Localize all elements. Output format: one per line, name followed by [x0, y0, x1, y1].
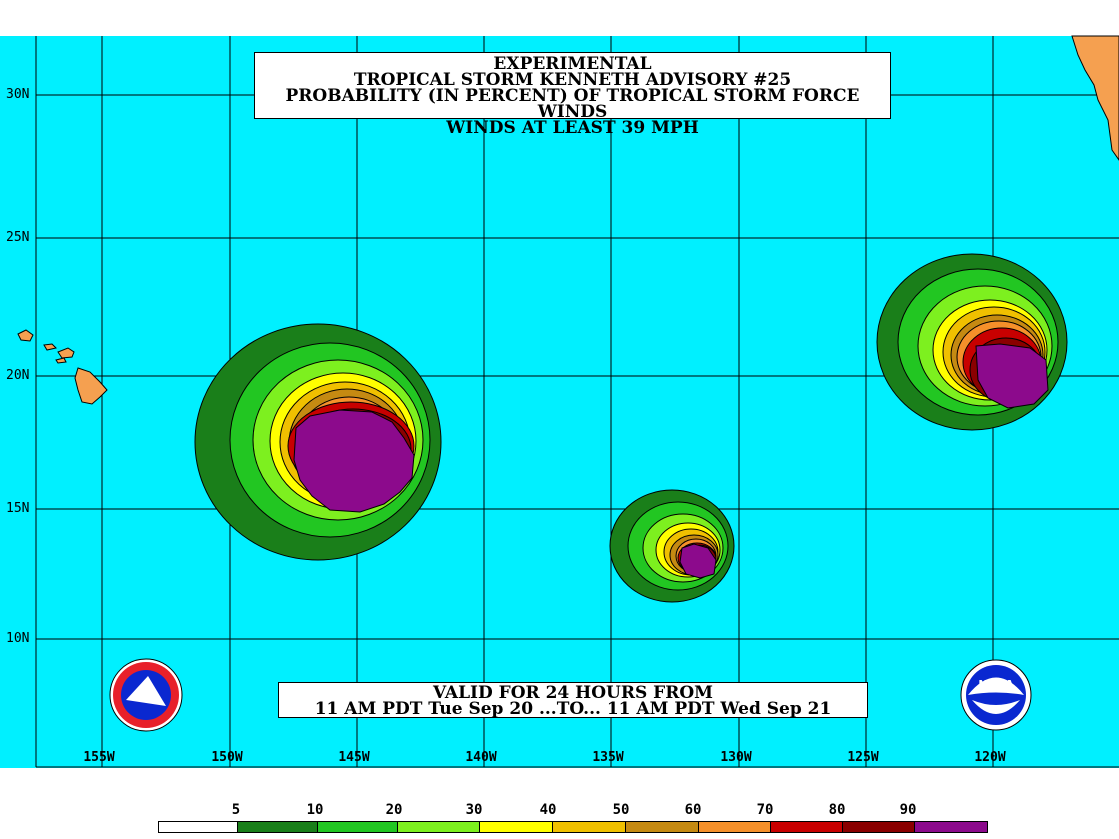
title-line-4: WINDS AT LEAST 39 MPH	[446, 118, 699, 138]
legend-swatch	[159, 822, 238, 832]
mexico-coast-land	[1071, 35, 1119, 161]
lat-label-20n: 20N	[6, 368, 30, 383]
lat-label-10n: 10N	[6, 631, 30, 646]
noaa-logo: NOAA	[960, 659, 1032, 731]
legend-label: 5	[231, 802, 241, 818]
legend-swatch	[553, 822, 626, 832]
lon-label-125w: 125W	[847, 750, 879, 765]
legend-swatch	[318, 822, 398, 832]
lat-label-25n: 25N	[6, 230, 30, 245]
storm-west-probability	[194, 323, 442, 561]
storm-east-probability	[876, 253, 1068, 431]
probability-legend-bar	[158, 821, 988, 833]
lat-label-30n: 30N	[6, 87, 30, 102]
legend-swatch	[771, 822, 843, 832]
lon-label-135w: 135W	[592, 750, 624, 765]
hawaii-islands	[17, 329, 108, 405]
legend-swatch	[398, 822, 480, 832]
legend-swatch	[238, 822, 318, 832]
title-line-3: PROBABILITY (IN PERCENT) OF TROPICAL STO…	[285, 86, 860, 122]
lat-label-15n: 15N	[6, 501, 30, 516]
lon-label-140w: 140W	[465, 750, 497, 765]
legend-label: 80	[828, 802, 846, 818]
legend-swatch	[915, 822, 987, 832]
lon-label-145w: 145W	[338, 750, 370, 765]
legend-label: 40	[539, 802, 557, 818]
nws-logo	[109, 658, 183, 732]
lon-label-130w: 130W	[720, 750, 752, 765]
lon-label-155w: 155W	[83, 750, 115, 765]
lon-label-120w: 120W	[974, 750, 1006, 765]
storm-middle-probability	[609, 489, 735, 603]
valid-line-1: VALID FOR 24 HOURS FROM	[433, 683, 713, 703]
title-line-2: TROPICAL STORM KENNETH ADVISORY #25	[353, 70, 792, 90]
svg-text:NOAA: NOAA	[978, 678, 1014, 691]
lon-label-150w: 150W	[211, 750, 243, 765]
legend-swatch	[626, 822, 699, 832]
map-title-box: EXPERIMENTAL TROPICAL STORM KENNETH ADVI…	[254, 52, 891, 137]
legend-label: 70	[756, 802, 774, 818]
title-line-1: EXPERIMENTAL	[493, 54, 652, 74]
legend-label: 20	[385, 802, 403, 818]
legend-label: 30	[465, 802, 483, 818]
valid-line-2: 11 AM PDT Tue Sep 20 ...TO... 11 AM PDT …	[314, 699, 832, 719]
legend-label: 60	[684, 802, 702, 818]
legend-label: 50	[612, 802, 630, 818]
valid-time-box: VALID FOR 24 HOURS FROM 11 AM PDT Tue Se…	[278, 682, 868, 718]
legend-label: 10	[306, 802, 324, 818]
legend-swatch	[699, 822, 771, 832]
legend-swatch	[480, 822, 553, 832]
legend-swatch	[843, 822, 915, 832]
legend-label: 90	[899, 802, 917, 818]
